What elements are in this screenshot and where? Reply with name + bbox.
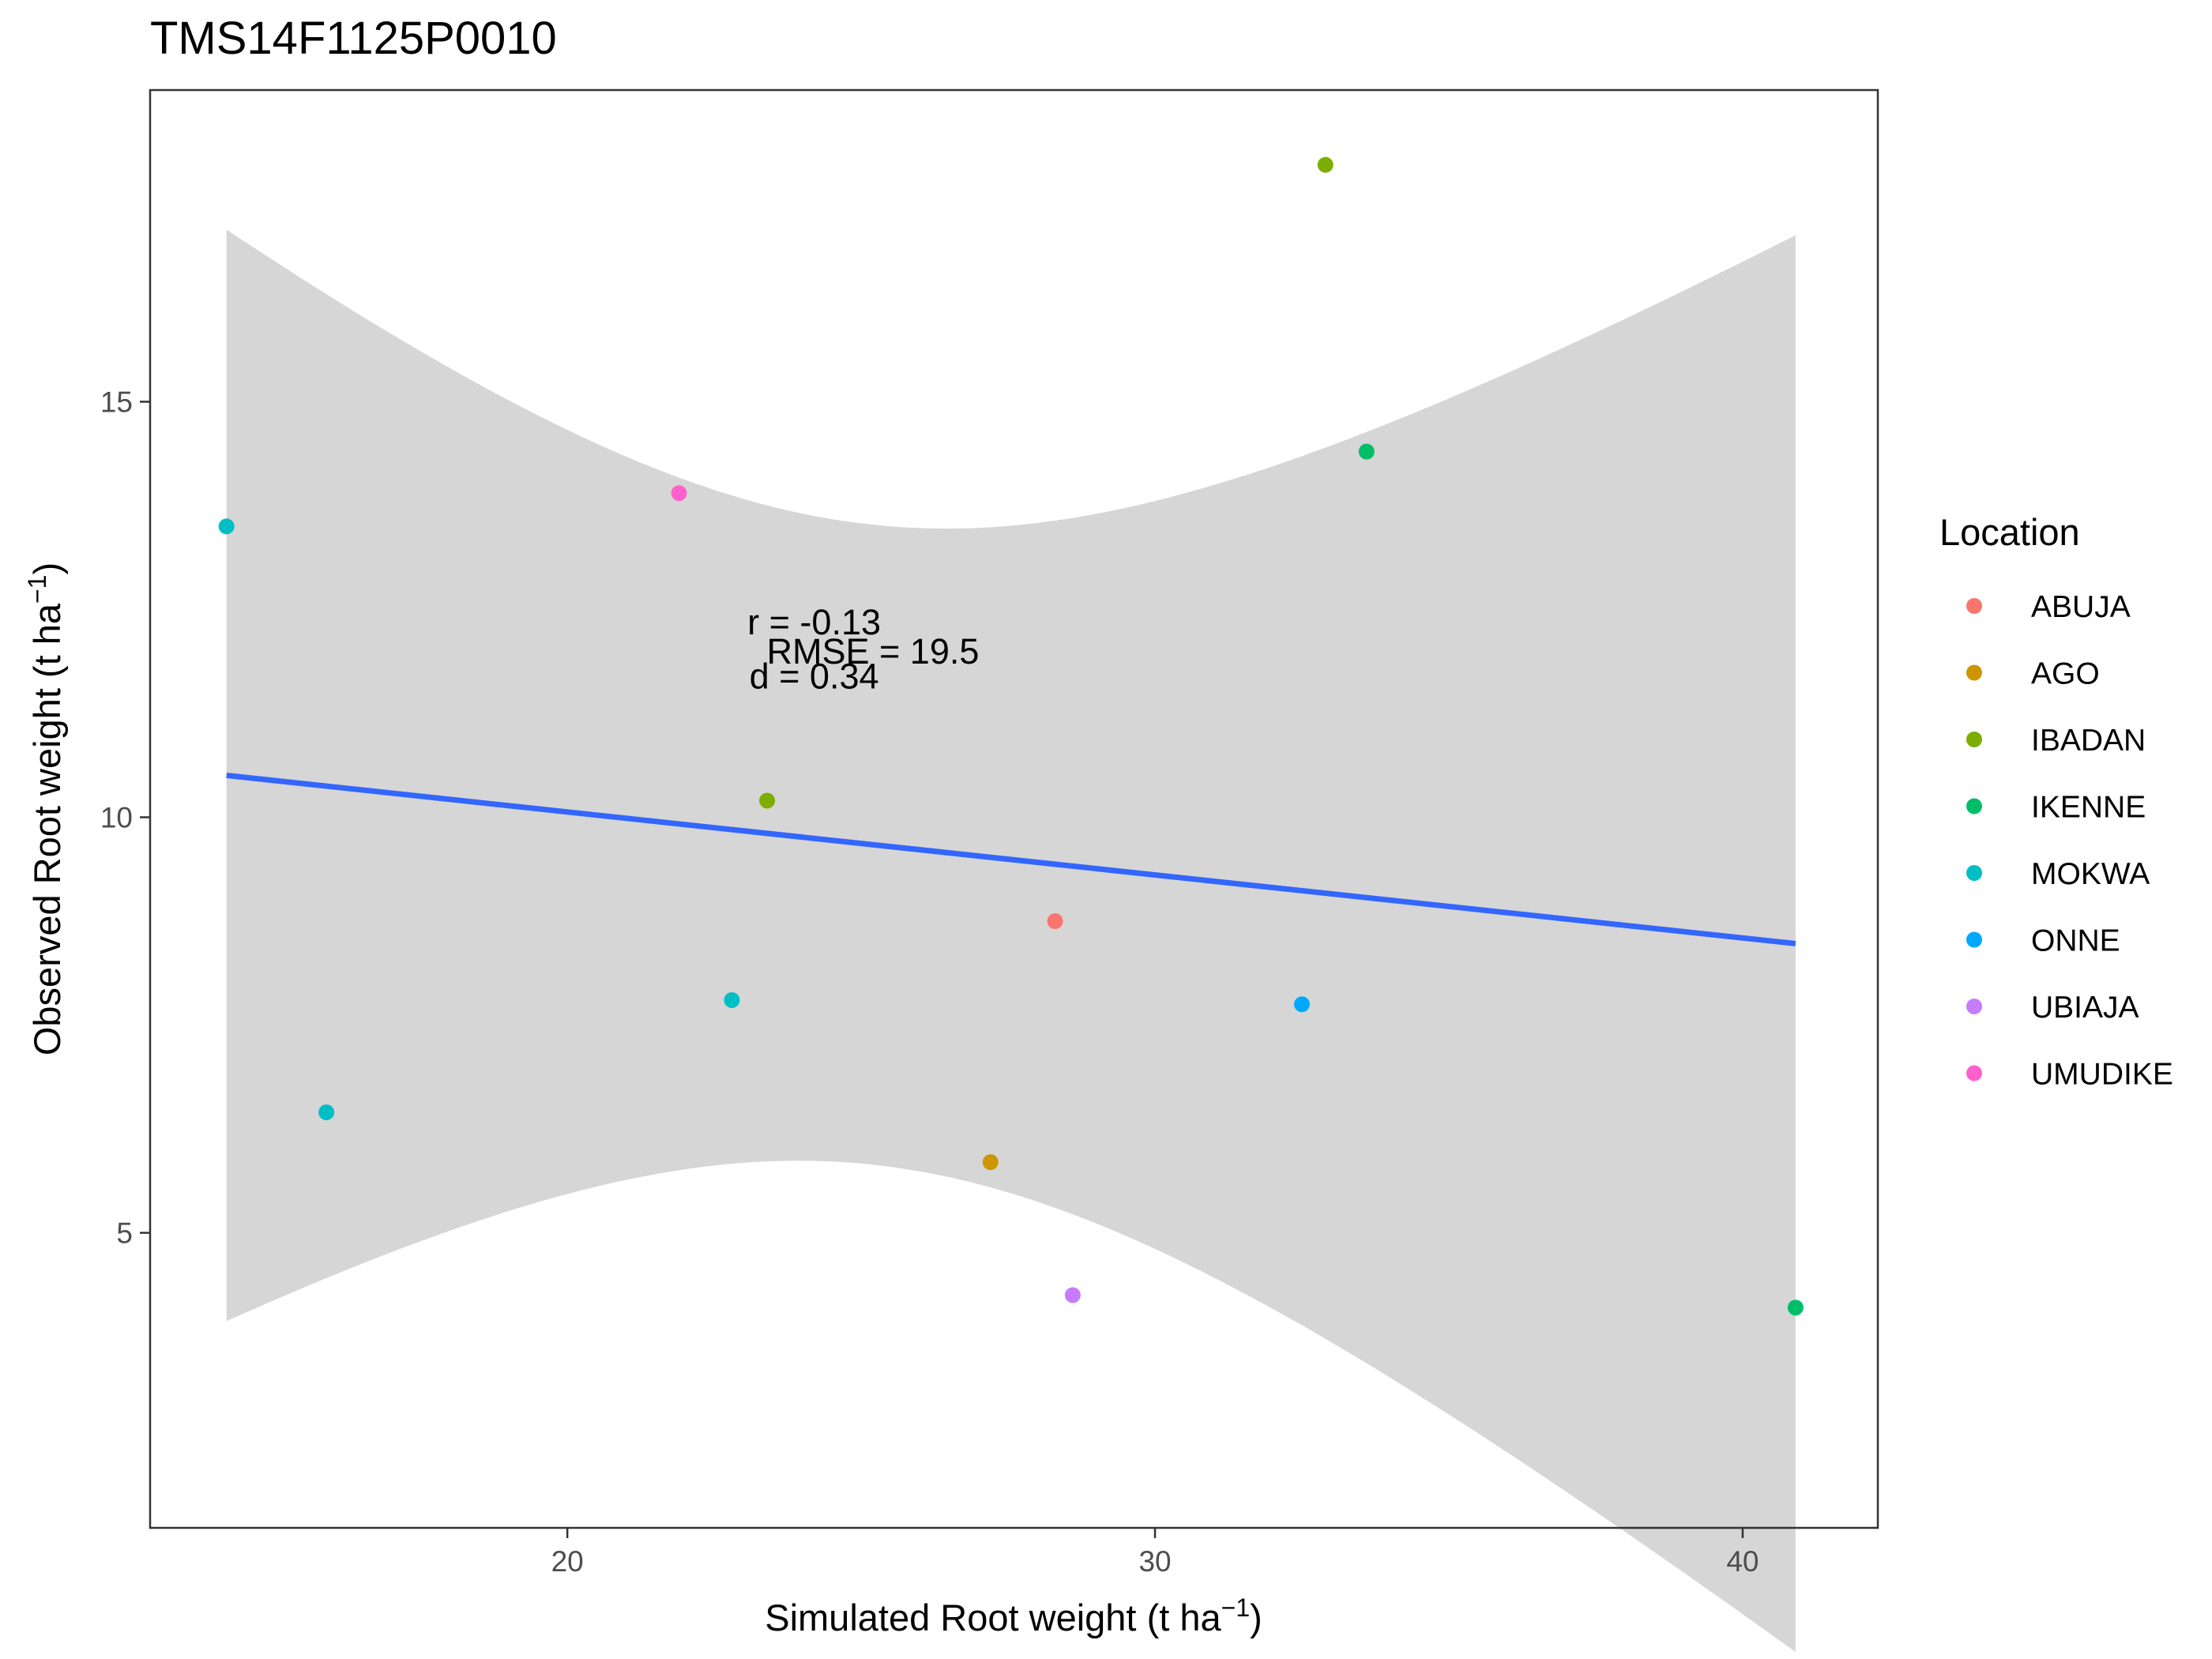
legend-label-ikenne: IKENNE (2031, 791, 2146, 825)
legend-key-onne (1966, 931, 1982, 948)
x-tick-label: 20 (551, 1545, 584, 1578)
annotation-2: d = 0.34 (750, 656, 879, 696)
x-axis-label: Simulated Root weight (t ha−1) (765, 1593, 1262, 1638)
annotation-1: RMSE = 19.5 (767, 631, 980, 672)
y-axis: 5 10 15 (100, 386, 150, 1250)
legend-key-ago (1966, 664, 1982, 681)
data-point-onne (1294, 996, 1310, 1013)
data-point-umudike (671, 485, 687, 502)
y-tick-label: 5 (116, 1217, 133, 1250)
legend-key-ibadan (1966, 732, 1982, 747)
legend: Location ABUJA AGO IBADAN IKENNE MOKWA ONNE UB… (1939, 511, 2173, 1092)
y-tick-label: 15 (100, 386, 133, 419)
legend-title: Location (1939, 511, 2080, 553)
data-point-ikenne (1358, 443, 1375, 460)
y-axis-label-unit: t ha (26, 603, 68, 665)
confidence-band (226, 229, 1796, 1653)
legend-label-ago: AGO (2031, 657, 2100, 691)
x-axis-label-paren-close: ) (1250, 1597, 1262, 1638)
panel-background (150, 90, 1878, 1528)
data-point-mokwa (724, 991, 740, 1008)
chart-title: TMS14F1125P0010 (150, 13, 557, 64)
data-point-mokwa (218, 518, 235, 535)
data-point-abuja (1047, 913, 1063, 930)
legend-items: ABUJA AGO IBADAN IKENNE MOKWA ONNE UBIAJA UMUDI… (1966, 590, 2173, 1092)
legend-label-abuja: ABUJA (2031, 590, 2131, 624)
legend-label-umudike: UMUDIKE (2031, 1058, 2173, 1092)
x-tick-label: 40 (1726, 1545, 1759, 1578)
data-point-mokwa (318, 1104, 335, 1120)
legend-label-ibadan: IBADAN (2031, 724, 2146, 758)
x-axis: 20 30 40 (551, 1528, 1759, 1578)
legend-label-mokwa: MOKWA (2031, 857, 2150, 891)
data-point-ibadan (759, 792, 776, 809)
regression-line (226, 773, 1796, 946)
panel-border (149, 88, 1879, 1529)
y-axis-label-unit-exponent: −1 (23, 575, 51, 604)
annotation-0: r = -0.13 (747, 602, 881, 642)
data-point-ubiaja (1064, 1287, 1081, 1304)
legend-key-abuja (1966, 598, 1982, 614)
y-axis-label-paren-open: ( (26, 665, 68, 678)
y-axis-label-paren-close: ) (26, 562, 68, 575)
y-axis-label-main: Observed Root weight (26, 688, 68, 1055)
data-point-ibadan (1317, 156, 1334, 173)
x-axis-label-unit: t ha (1159, 1597, 1221, 1638)
data-point-ago (982, 1154, 999, 1171)
points-layer (218, 156, 1804, 1316)
legend-label-onne: ONNE (2031, 924, 2120, 958)
legend-label-ubiaja: UBIAJA (2031, 991, 2139, 1025)
x-axis-label-paren-open: ( (1147, 1597, 1160, 1638)
legend-key-umudike (1966, 1065, 1982, 1082)
x-axis-label-unit-exponent: −1 (1221, 1593, 1250, 1622)
data-point-ikenne (1787, 1300, 1804, 1316)
y-tick-label: 10 (100, 802, 133, 834)
x-axis-label-main: Simulated Root weight (765, 1597, 1136, 1638)
legend-key-mokwa (1966, 865, 1982, 881)
legend-key-ubiaja (1966, 999, 1982, 1014)
legend-key-ikenne (1966, 798, 1982, 814)
x-tick-label: 30 (1138, 1545, 1171, 1578)
y-axis-label: Observed Root weight (t ha−1) (23, 562, 68, 1055)
